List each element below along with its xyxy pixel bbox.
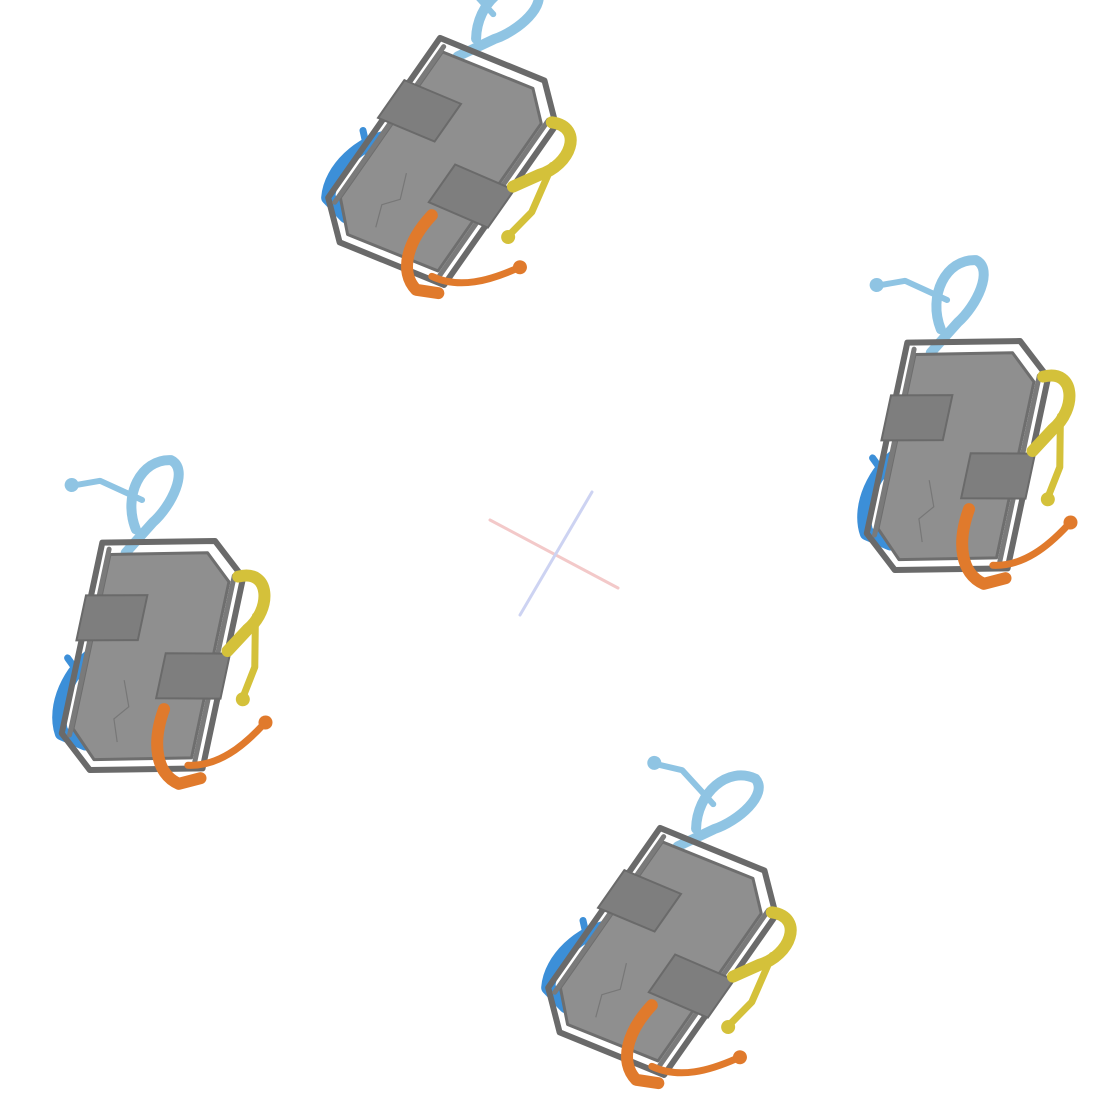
model-right: [813, 240, 1108, 606]
model-top: [271, 0, 662, 339]
model-left: [8, 440, 322, 806]
model-bottom: [491, 722, 882, 1108]
center-marker: [488, 490, 620, 617]
